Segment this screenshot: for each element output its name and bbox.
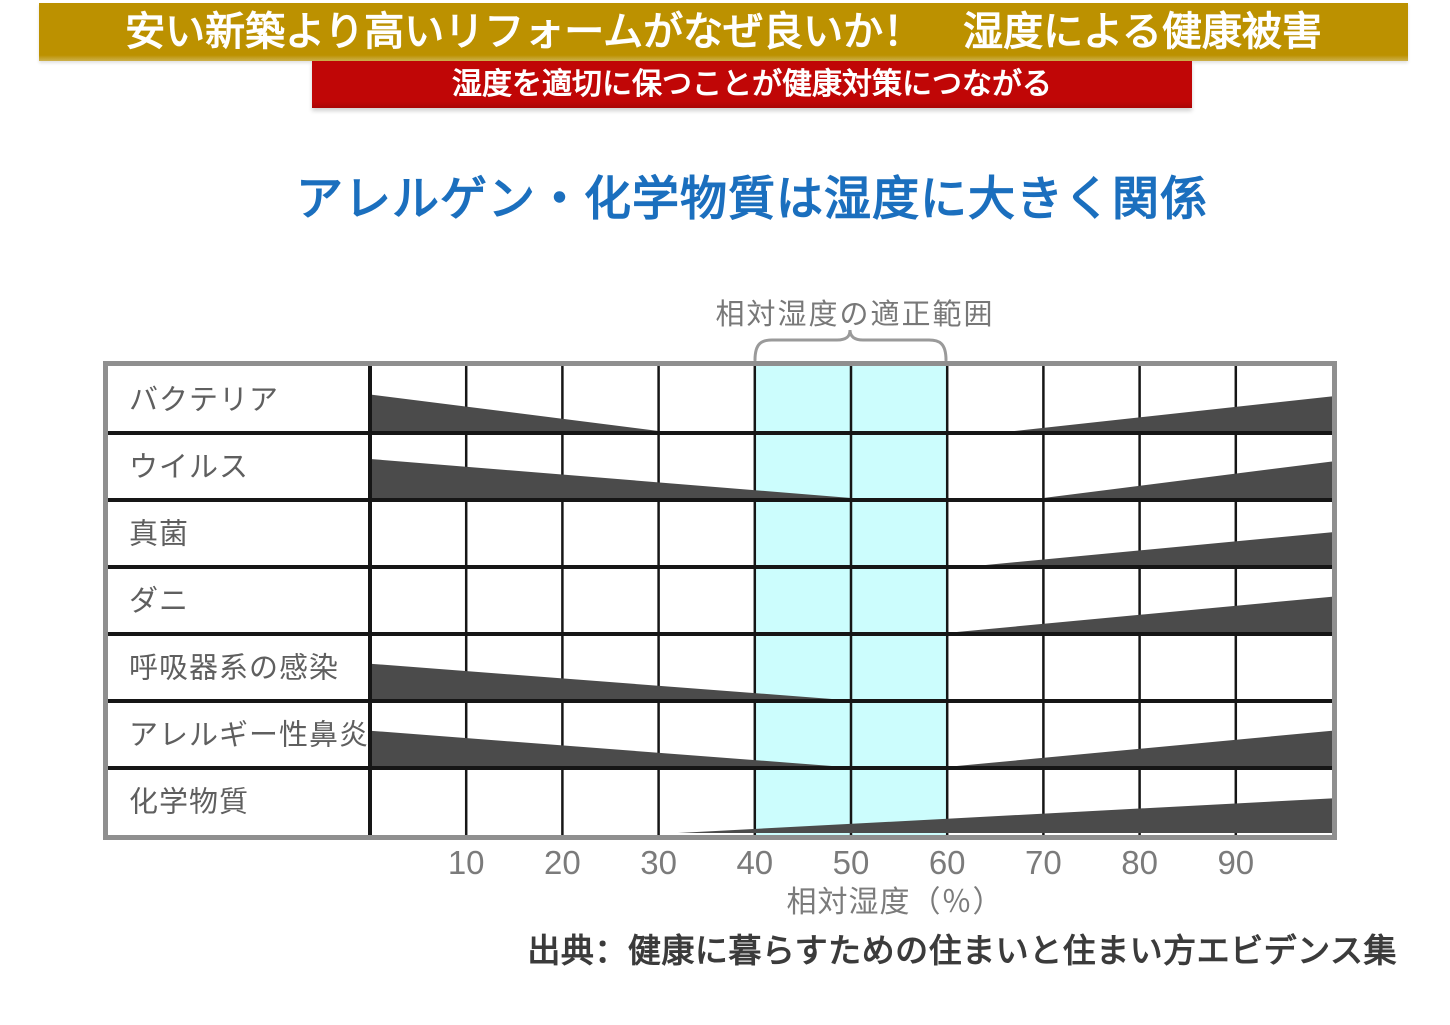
tick-label: 70 — [1025, 844, 1062, 881]
tick-label: 30 — [640, 844, 677, 881]
brace-icon — [753, 329, 948, 361]
tick-label: 80 — [1121, 844, 1158, 881]
row-label: ウイルス — [129, 452, 249, 484]
risk-wedge — [370, 394, 659, 431]
risk-wedge — [956, 596, 1332, 632]
tick-label: 60 — [929, 844, 966, 881]
risk-wedge — [370, 730, 832, 766]
top-banner: 安い新築より高いリフォームがなぜ良いか！ 湿度による健康被害 — [39, 3, 1408, 61]
tick-label: 90 — [1217, 844, 1254, 881]
tick-label: 10 — [448, 844, 485, 881]
risk-wedge — [1014, 396, 1332, 431]
row-label: ダニ — [129, 585, 189, 618]
humidity-chart: バクテリアウイルス真菌ダニ呼吸器系の感染 アレルギー性鼻炎 化学物質 10 20 30 40… — [103, 361, 1337, 881]
risk-wedge — [370, 663, 832, 699]
optimal-range-label: 相対湿度の適正範囲 — [715, 299, 995, 331]
tick-label: 40 — [736, 844, 773, 881]
row-label: アレルギー性鼻炎 — [129, 719, 369, 752]
row-label: バクテリア — [129, 385, 279, 417]
tick-label: 20 — [544, 844, 581, 881]
risk-wedge — [985, 532, 1332, 565]
sub-banner: 湿度を適切に保つことが健康対策につながる — [312, 61, 1192, 108]
chart-border — [103, 361, 1337, 840]
row-label: 呼吸器系の感染 — [129, 652, 339, 685]
tick-label: 50 — [833, 844, 870, 881]
x-axis-label: 相対湿度（％） — [786, 886, 1004, 919]
risk-wedge — [1043, 461, 1332, 498]
risk-wedge — [677, 798, 1332, 833]
risk-wedge — [956, 730, 1332, 766]
row-label: 真菌 — [129, 518, 189, 551]
page-title: アレルゲン・化学物質は湿度に大きく関係 — [296, 172, 1208, 225]
source-text: 出典：健康に暮らすための住まいと住まい方エビデンス集 — [527, 932, 1397, 969]
row-label: 化学物質 — [129, 786, 249, 819]
